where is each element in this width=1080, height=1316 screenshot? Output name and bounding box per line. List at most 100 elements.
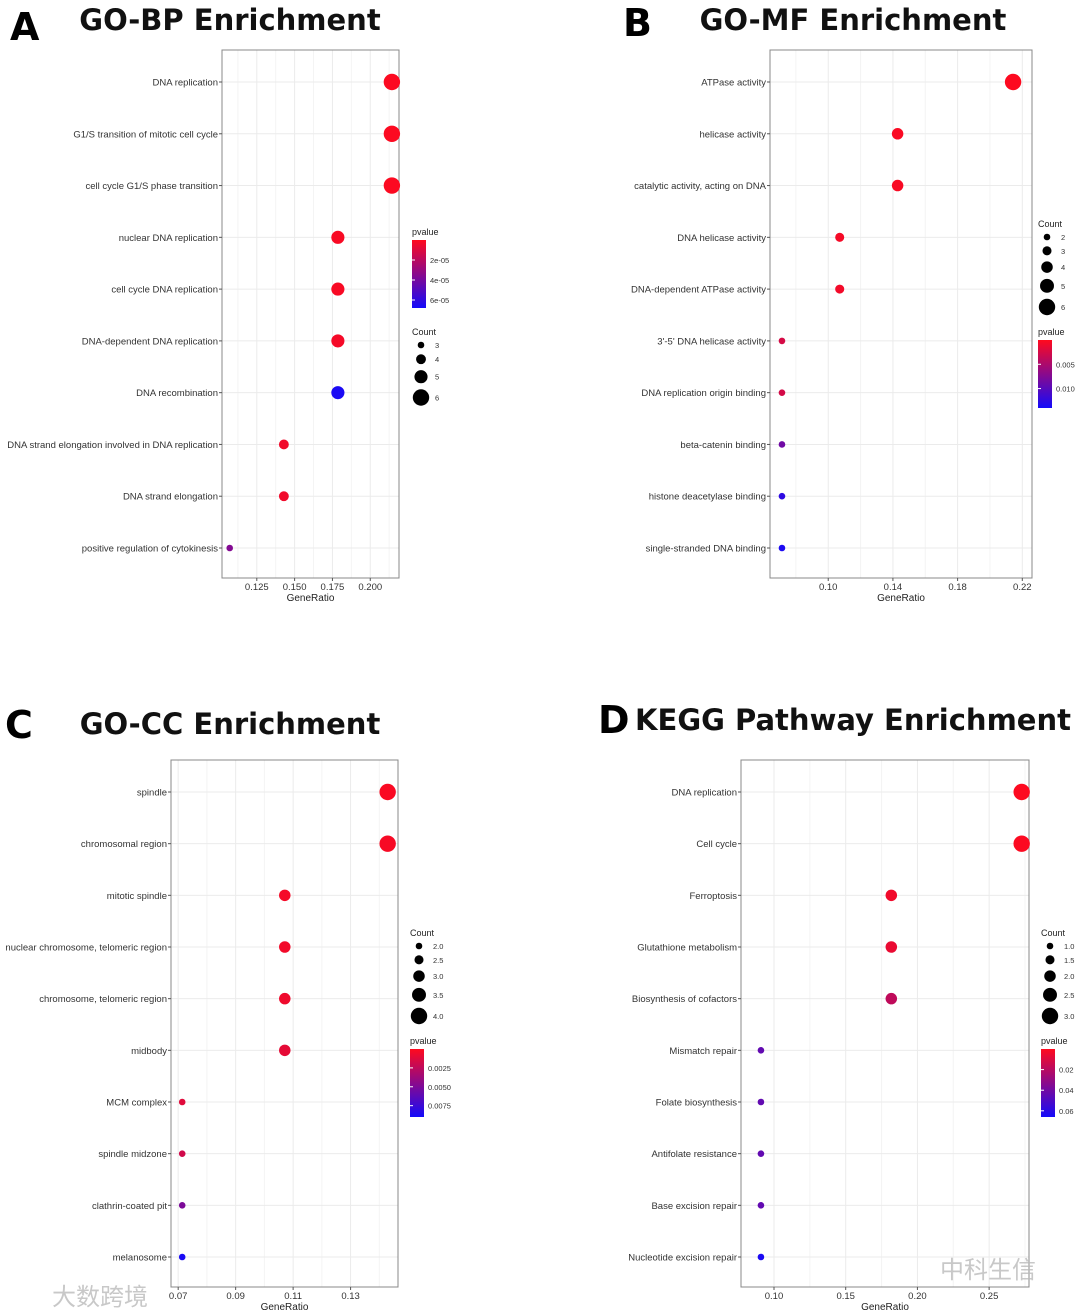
y-tick-label: DNA-dependent DNA replication (82, 336, 218, 347)
size-legend-key (410, 1007, 428, 1025)
y-tick-label: beta-catenin binding (680, 440, 766, 451)
data-point (1013, 835, 1030, 852)
x-tick-label: 0.13 (341, 1291, 360, 1302)
size-legend-label: 3.0 (1064, 1012, 1074, 1021)
size-legend-label: 4 (435, 355, 439, 364)
size-legend-key (1038, 298, 1056, 316)
y-tick-label: Biosynthesis of cofactors (632, 994, 737, 1005)
size-legend-label: 3.5 (433, 991, 443, 1000)
x-tick-label: 0.20 (908, 1291, 927, 1302)
plot-border (170, 759, 399, 1288)
colorbar-tick-label: 0.02 (1059, 1066, 1074, 1075)
data-point (757, 1047, 765, 1054)
data-point (278, 491, 289, 502)
size-legend-label: 2 (1061, 233, 1065, 242)
data-point (379, 783, 396, 801)
y-tick-label: Antifolate resistance (651, 1149, 737, 1160)
y-tick-label: MCM complex (106, 1098, 167, 1109)
data-point (835, 232, 845, 242)
colorbar-tick-label: 0.0075 (428, 1102, 451, 1111)
size-legend-label: 3 (1061, 247, 1065, 256)
y-tick-label: chromosome, telomeric region (39, 994, 167, 1005)
size-legend-label: 2.0 (1064, 972, 1074, 981)
data-point (226, 544, 234, 552)
x-tick-label: 0.25 (980, 1291, 999, 1302)
size-legend-key (414, 955, 424, 965)
data-point (279, 889, 291, 902)
data-point (885, 992, 898, 1005)
y-tick-label: nuclear DNA replication (119, 233, 218, 244)
data-point (778, 492, 786, 500)
panel-letter: D (598, 698, 630, 742)
panel-letter: A (10, 5, 40, 49)
y-tick-label: helicase activity (699, 129, 766, 140)
data-point (331, 334, 345, 348)
size-legend-key (1044, 970, 1056, 982)
y-tick-label: DNA-dependent ATPase activity (631, 285, 766, 296)
data-point (885, 889, 898, 902)
y-tick-label: spindle midzone (98, 1149, 167, 1160)
panel-title: KEGG Pathway Enrichment (635, 703, 1071, 737)
size-legend-key (1043, 233, 1051, 241)
x-tick-label: 0.15 (836, 1291, 855, 1302)
data-point (331, 282, 345, 296)
data-point (757, 1150, 765, 1157)
x-tick-label: 0.07 (169, 1291, 188, 1302)
y-tick-label: single-stranded DNA binding (646, 544, 766, 555)
colorbar-tick-label: 0.0025 (428, 1064, 451, 1073)
x-axis-label: GeneRatio (287, 593, 335, 604)
data-point (835, 284, 845, 294)
size-legend-key (413, 970, 425, 982)
data-point (891, 179, 904, 192)
data-point (279, 992, 291, 1005)
colorbar-tick-label: 0.0050 (428, 1083, 451, 1092)
data-point (279, 941, 291, 953)
color-legend-title: pvalue (412, 227, 439, 237)
size-legend-key (1041, 261, 1053, 273)
y-tick-label: cell cycle DNA replication (111, 285, 218, 296)
size-legend-label: 5 (1061, 282, 1065, 291)
size-legend-title: Count (1038, 219, 1063, 229)
colorbar-tick-label: 6e-05 (430, 296, 449, 305)
y-tick-label: spindle (137, 788, 167, 799)
colorbar-tick-label: 0.04 (1059, 1086, 1074, 1095)
data-point (331, 386, 345, 400)
size-legend-label: 5 (435, 373, 439, 382)
x-tick-label: 0.22 (1013, 582, 1032, 593)
y-tick-label: Glutathione metabolism (637, 943, 737, 954)
x-tick-label: 0.14 (884, 582, 903, 593)
data-point (379, 835, 396, 852)
data-point (278, 439, 289, 450)
colorbar (410, 1049, 424, 1117)
size-legend-key (1043, 987, 1057, 1002)
data-point (778, 389, 786, 396)
y-tick-label: mitotic spindle (107, 891, 167, 902)
size-legend-label: 3 (435, 341, 439, 350)
size-legend-label: 6 (1061, 303, 1065, 312)
size-legend-key (417, 341, 425, 349)
size-legend-title: Count (412, 327, 437, 337)
data-point (757, 1202, 765, 1209)
panel-letter: B (623, 1, 652, 45)
size-legend-label: 2.5 (1064, 991, 1074, 1000)
size-legend-label: 4 (1061, 263, 1065, 272)
data-point (757, 1253, 765, 1261)
data-point (178, 1098, 186, 1106)
watermark-right: 中科生信 (940, 1257, 1036, 1284)
x-tick-label: 0.150 (283, 582, 307, 593)
y-tick-label: DNA helicase activity (677, 233, 766, 244)
data-point (891, 128, 904, 140)
y-tick-label: DNA replication (672, 788, 737, 799)
colorbar-tick-label: 0.06 (1059, 1107, 1074, 1116)
data-point (1013, 783, 1030, 801)
plot-border (740, 759, 1030, 1288)
panel-c: C GO-CC Enrichment spindle chromosomal regi… (5, 703, 451, 1313)
panel-title: GO-MF Enrichment (700, 3, 1007, 37)
colorbar-tick-label: 0.010 (1056, 385, 1075, 394)
y-tick-label: DNA recombination (136, 388, 218, 399)
panel-letter: C (5, 703, 33, 747)
data-point (778, 337, 786, 345)
panel-d: D KEGG Pathway Enrichment DNA replication C… (598, 698, 1074, 1313)
color-legend-title: pvalue (410, 1036, 437, 1046)
